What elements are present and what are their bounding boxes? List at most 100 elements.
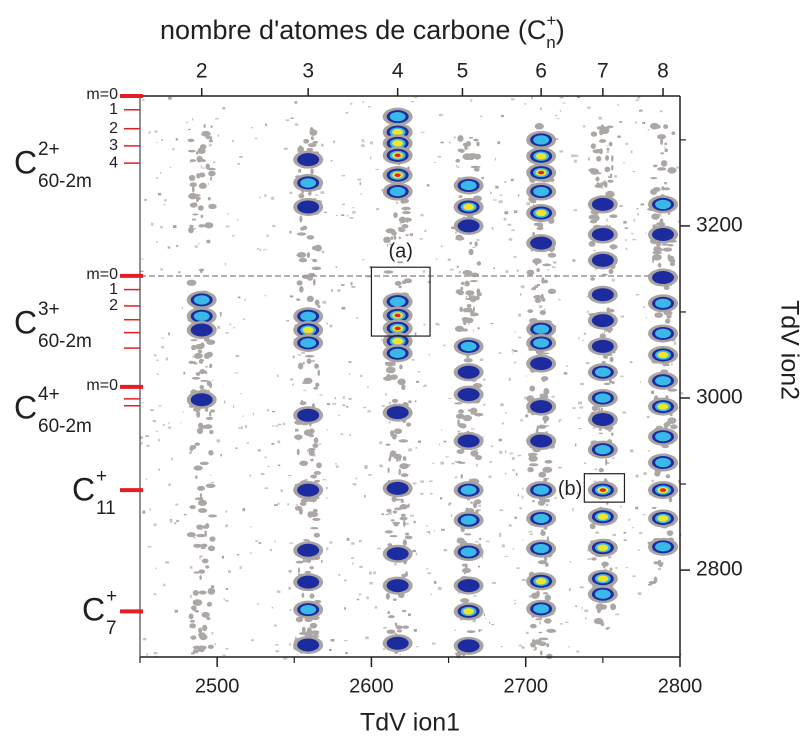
noise-dot (405, 234, 409, 236)
noise-blob (650, 390, 655, 395)
noise-dot (554, 497, 557, 499)
spot-core (655, 432, 671, 442)
noise-dot (595, 531, 600, 534)
noise-blob (454, 325, 464, 332)
noise-blob (196, 155, 203, 163)
noise-dot (458, 270, 461, 274)
noise-blob (383, 236, 391, 244)
noise-blob (459, 306, 464, 313)
marker-label: m=0 (86, 86, 118, 103)
noise-dot (517, 454, 522, 457)
spot (457, 365, 480, 379)
marker-label: 1 (109, 281, 118, 298)
noise-dot (341, 284, 345, 286)
noise-blob (201, 525, 208, 529)
noise-dot (499, 451, 503, 454)
noise-blob (457, 409, 464, 414)
noise-dot (234, 372, 239, 374)
noise-dot (173, 225, 177, 229)
noise-blob (307, 447, 316, 451)
noise-dot (658, 567, 662, 571)
noise-dot (430, 492, 433, 495)
noise-blob (298, 193, 305, 199)
noise-dot (405, 522, 409, 525)
noise-blob (300, 226, 305, 231)
spot (591, 228, 614, 242)
noise-dot (557, 467, 562, 469)
noise-dot (412, 549, 416, 553)
noise-dot (447, 258, 451, 261)
spot-core (655, 457, 671, 468)
noise-blob (209, 429, 214, 435)
noise-blob (209, 135, 213, 142)
noise-dot (625, 247, 628, 250)
noise-blob (307, 143, 317, 148)
noise-blob (477, 565, 481, 568)
noise-dot (482, 436, 484, 439)
species-sup: 2+ (38, 139, 60, 160)
noise-dot (318, 443, 322, 445)
noise-dot (634, 121, 637, 124)
noise-dot (467, 323, 471, 325)
noise-dot (369, 265, 372, 269)
noise-blob (393, 212, 398, 219)
noise-blob (405, 532, 410, 536)
spot-core (594, 444, 611, 455)
noise-blob (542, 415, 550, 422)
noise-dot (408, 448, 412, 452)
noise-blob (188, 174, 196, 182)
noise-blob (457, 423, 467, 428)
noise-dot (276, 374, 279, 378)
spot (297, 483, 320, 497)
spot-core (392, 140, 404, 147)
noise-blob (303, 377, 313, 385)
noise-blob (406, 422, 412, 427)
noise-dot (417, 371, 421, 373)
noise-blob (199, 369, 206, 375)
noise-dot (163, 203, 166, 206)
spot (591, 288, 614, 302)
spot-core (594, 367, 611, 377)
noise-blob (531, 639, 536, 644)
spot-core (655, 298, 671, 309)
noise-dot (572, 508, 574, 512)
spot-core (460, 485, 477, 495)
noise-blob (206, 239, 211, 244)
noise-blob (544, 594, 551, 602)
noise-dot (277, 440, 281, 444)
noise-dot (178, 271, 181, 274)
y-tick-label: 2800 (696, 558, 743, 581)
noise-blob (314, 363, 319, 369)
noise-blob (606, 307, 611, 314)
noise-blob (611, 381, 615, 385)
spot-core (533, 338, 550, 348)
noise-dot (555, 114, 557, 117)
noise-blob (314, 299, 320, 306)
noise-blob (312, 140, 319, 144)
noise-blob (199, 493, 203, 498)
noise-dot (516, 269, 519, 272)
noise-dot (325, 486, 328, 489)
noise-dot (428, 531, 431, 535)
noise-dot (358, 540, 362, 543)
noise-dot (381, 189, 385, 192)
top-title-main: nombre d'atomes de carbone (C (160, 15, 546, 45)
noise-blob (543, 498, 551, 503)
noise-blob (199, 461, 209, 466)
noise-blob (589, 523, 596, 530)
spot (591, 253, 614, 267)
noise-dot (504, 211, 509, 215)
noise-dot (486, 540, 490, 543)
noise-dot (294, 123, 299, 126)
noise-dot (354, 484, 357, 486)
noise-dot (407, 463, 411, 467)
noise-dot (479, 358, 484, 361)
noise-dot (512, 548, 515, 550)
noise-blob (390, 434, 398, 438)
noise-blob (474, 241, 478, 247)
noise-blob (653, 561, 659, 565)
spot-core (533, 604, 550, 614)
noise-dot (457, 430, 461, 433)
noise-blob (388, 615, 395, 619)
noise-blob (591, 557, 597, 561)
